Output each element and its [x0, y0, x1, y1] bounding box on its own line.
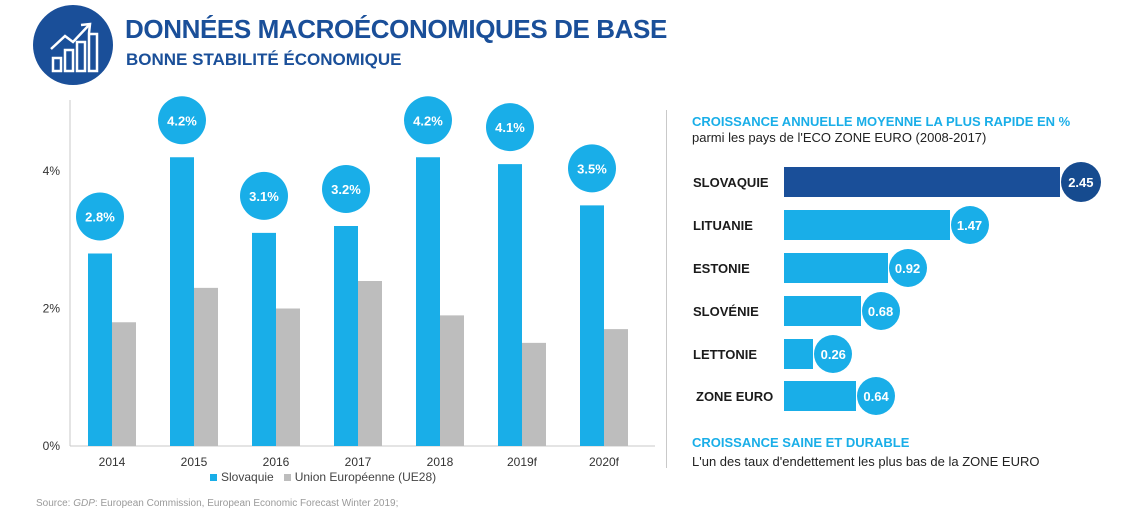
legend-label-slovaquie: Slovaquie — [221, 470, 274, 484]
data-label-bubble — [76, 192, 124, 241]
legend-item-slovaquie: Slovaquie — [210, 470, 274, 484]
ranking-value-bubble: 1.47 — [950, 206, 989, 244]
bar-ue28 — [440, 315, 464, 446]
source-text: : European Commission, European Economic… — [94, 498, 399, 509]
page-subtitle: BONNE STABILITÉ ÉCONOMIQUE — [126, 50, 402, 69]
ranking-bar — [784, 167, 1060, 197]
bar-ue28 — [522, 342, 546, 446]
ranking-country-label: LETTONIE — [693, 347, 758, 362]
x-tick-label: 2017 — [345, 455, 372, 469]
bar-ue28 — [604, 329, 628, 446]
bar-slovaquie — [580, 205, 604, 446]
ranking-value-bubble: 0.92 — [888, 249, 927, 287]
source-label: GDP — [73, 498, 95, 509]
bar-slovaquie — [170, 157, 194, 446]
x-tick-label: 2018 — [427, 455, 454, 469]
bar-ue28 — [194, 287, 218, 446]
data-label-bubble — [322, 165, 370, 213]
legend-item-ue28: Union Européenne (UE28) — [283, 470, 437, 484]
data-label: 2.8% — [85, 210, 115, 225]
ranking-bar — [784, 339, 814, 369]
growth-chart-icon — [50, 22, 99, 73]
legend-swatch-slovaquie — [210, 473, 217, 481]
ranking-country-label: ESTONIE — [693, 261, 750, 276]
ranking-bar — [784, 253, 888, 283]
y-tick-label: 2% — [43, 302, 61, 316]
ranking-country-label: SLOVÉNIE — [693, 304, 759, 319]
data-label: 4.2% — [413, 113, 443, 128]
data-label: 4.2% — [167, 113, 197, 128]
legend-label-ue28: Union Européenne (UE28) — [294, 470, 437, 484]
header-logo — [33, 5, 113, 85]
data-label-bubble — [158, 96, 206, 145]
bar-ue28 — [358, 281, 382, 446]
x-tick-label: 2019f — [507, 455, 538, 469]
ranking-country-label: SLOVAQUIE — [693, 175, 769, 190]
x-tick-label: 2020f — [589, 455, 620, 469]
ranking-country-label: LITUANIE — [693, 218, 753, 233]
bar-slovaquie — [416, 157, 440, 446]
data-label: 3.5% — [577, 161, 607, 176]
ranking-bar — [784, 381, 857, 411]
ranking-bar — [784, 296, 861, 326]
panel-divider — [666, 110, 667, 468]
data-label-bubble — [568, 144, 616, 193]
y-tick-label: 4% — [43, 164, 61, 178]
ranking-value-bubble: 2.45 — [1060, 162, 1101, 202]
bar-slovaquie — [498, 164, 522, 446]
ranking-value-bubble: 0.26 — [814, 335, 853, 373]
page-title: DONNÉES MACROÉCONOMIQUES DE BASE — [125, 14, 667, 44]
ranking-title: CROISSANCE ANNUELLE MOYENNE LA PLUS RAPI… — [692, 114, 1071, 129]
bar-ue28 — [112, 322, 136, 446]
source-prefix: Source: — [36, 498, 74, 509]
bar-slovaquie — [88, 253, 112, 446]
gdp-growth-bar-chart: 0% 2% 4% 2.8% 2014 4.2% 2015 3.1% 2016 3.2% 2017 4.… — [43, 96, 655, 469]
x-tick-label: 2016 — [263, 455, 290, 469]
ranking-subtitle: parmi les pays de l'ECO ZONE EURO (2008-… — [692, 130, 987, 145]
legend-swatch-ue28 — [283, 473, 291, 481]
ranking-value-bubble: 0.64 — [857, 377, 896, 415]
bar-slovaquie — [334, 226, 358, 446]
footer-title: CROISSANCE SAINE ET DURABLE — [692, 435, 910, 450]
source-note: Source: GDP: European Commission, Europe… — [36, 498, 398, 509]
data-label: 3.2% — [331, 182, 361, 197]
ranking-value-bubble: 0.68 — [861, 292, 900, 330]
bar-ue28 — [276, 308, 300, 446]
x-tick-label: 2015 — [181, 455, 208, 469]
y-tick-label: 0% — [43, 439, 61, 453]
data-label-bubble — [240, 171, 288, 220]
data-label: 4.1% — [495, 120, 525, 135]
chart-legend: Slovaquie Union Européenne (UE28) — [210, 470, 436, 484]
x-tick-label: 2014 — [99, 455, 126, 469]
footer-text: L'un des taux d'endettement les plus bas… — [692, 454, 1040, 469]
data-label-bubble — [404, 96, 452, 145]
bar-slovaquie — [252, 232, 276, 446]
ranking-bar — [784, 210, 950, 240]
data-label: 3.1% — [249, 189, 279, 204]
data-label-bubble — [486, 103, 534, 152]
ranking-country-label: ZONE EURO — [696, 389, 774, 404]
